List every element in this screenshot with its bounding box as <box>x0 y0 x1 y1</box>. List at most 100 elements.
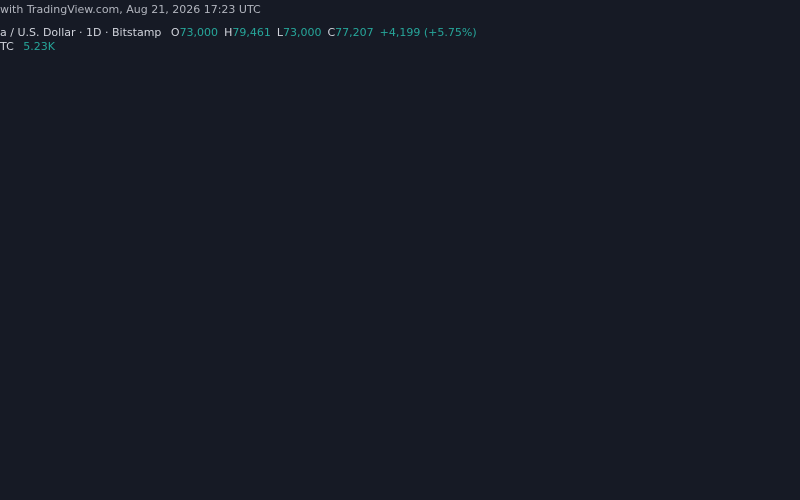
candle-body <box>487 311 493 322</box>
volume-bar <box>619 427 627 452</box>
candle-body <box>651 329 658 338</box>
volume-bar <box>62 442 70 452</box>
candle-body <box>251 370 258 393</box>
event-icon[interactable] <box>688 433 706 451</box>
volume-bar <box>470 439 478 452</box>
candle-body <box>392 327 399 335</box>
candle-body <box>699 103 705 173</box>
volume-bar <box>698 367 706 452</box>
y-tick-label: 58,000 <box>794 413 800 426</box>
volume-bar <box>85 405 93 452</box>
volume-bar <box>250 419 258 452</box>
volume-bar <box>392 435 400 452</box>
x-tick-label: Jul <box>294 459 308 472</box>
ohlc-value: 73,000 <box>179 26 219 39</box>
volume-bar <box>478 440 486 452</box>
candle-body <box>149 321 155 330</box>
volume-bar <box>533 437 541 452</box>
candle-body <box>306 374 313 394</box>
volume-bar <box>297 426 305 452</box>
candle-body <box>353 329 360 355</box>
candle-body <box>204 337 210 347</box>
y-tick-label: 62,000 <box>794 347 800 360</box>
candle-body <box>212 329 218 347</box>
candle-body <box>463 284 470 295</box>
candle-body <box>94 319 101 371</box>
candle-body <box>70 169 77 201</box>
candle-body <box>78 200 85 282</box>
candle-body <box>243 354 250 371</box>
ohlc-value: 79,461 <box>232 26 271 39</box>
volume-bar <box>148 440 156 452</box>
volume-bar <box>243 421 250 452</box>
volume-legend: TC 5.23K <box>0 40 55 53</box>
candle-body <box>259 392 265 406</box>
volume-bar <box>290 434 297 452</box>
candle-body <box>455 284 462 299</box>
candle-body <box>23 126 30 148</box>
volume-bar <box>188 431 195 452</box>
volume-bar <box>525 431 533 452</box>
symbol-legend: a / U.S. Dollar · 1D · Bitstamp O73,000 H… <box>0 26 477 39</box>
volume-bar <box>266 431 274 452</box>
candle-body <box>612 313 619 325</box>
volume-bar <box>400 434 407 452</box>
volume-bar <box>54 440 62 452</box>
volume-bar <box>462 435 470 452</box>
y-tick-label: 72,000 <box>794 182 800 195</box>
candle-body <box>369 329 375 342</box>
candle-body <box>416 313 422 328</box>
volume-bar <box>564 432 572 452</box>
candle-body <box>510 308 517 319</box>
candle-body <box>683 228 689 309</box>
candle-body <box>172 280 179 294</box>
volume-bar <box>258 419 266 452</box>
candle-body <box>479 313 485 322</box>
volume-bar <box>321 439 329 452</box>
candle-body <box>267 398 273 406</box>
candle-body <box>133 354 140 363</box>
volume-bar <box>15 440 23 452</box>
volume-bar <box>423 434 431 452</box>
volume-bar <box>93 403 101 452</box>
candle-body <box>384 321 391 328</box>
candle-body <box>86 281 93 320</box>
candle-body <box>471 294 477 314</box>
candle-body <box>361 341 367 355</box>
volume-bar <box>682 374 690 452</box>
ohlc-value: 77,207 <box>335 26 374 39</box>
candle-body <box>432 311 438 319</box>
candle-body <box>565 321 572 328</box>
candle-body <box>691 172 697 229</box>
candle-body <box>581 313 587 319</box>
volume-bar <box>164 432 172 452</box>
candle-body <box>659 336 666 338</box>
volume-bar <box>455 431 462 452</box>
volume-value: 5.23K <box>23 40 55 53</box>
candle-body <box>345 324 352 330</box>
volume-bar <box>109 416 117 452</box>
volume-bar <box>651 442 659 452</box>
candle-body <box>290 395 297 414</box>
volume-bar <box>509 432 517 452</box>
volume-bar <box>117 424 125 452</box>
candle-body <box>541 332 548 342</box>
candle-body <box>502 318 509 322</box>
volume-bar <box>588 427 596 452</box>
footer-bar <box>0 478 800 500</box>
volume-bar <box>541 435 549 452</box>
candle-body <box>494 311 501 322</box>
volume-bar <box>329 435 337 452</box>
candle-body <box>675 308 682 312</box>
candle-body <box>518 308 525 327</box>
flag-icon[interactable] <box>713 433 731 451</box>
volume-label: TC <box>0 40 14 53</box>
volume-bar <box>596 432 604 452</box>
y-tick-label: 74,000 <box>794 149 800 162</box>
volume-bar <box>140 432 148 452</box>
ohlc-key: C <box>327 26 336 39</box>
candle-body <box>408 313 415 358</box>
volume-bar <box>643 437 651 452</box>
x-tick-label: Aug <box>534 459 555 472</box>
